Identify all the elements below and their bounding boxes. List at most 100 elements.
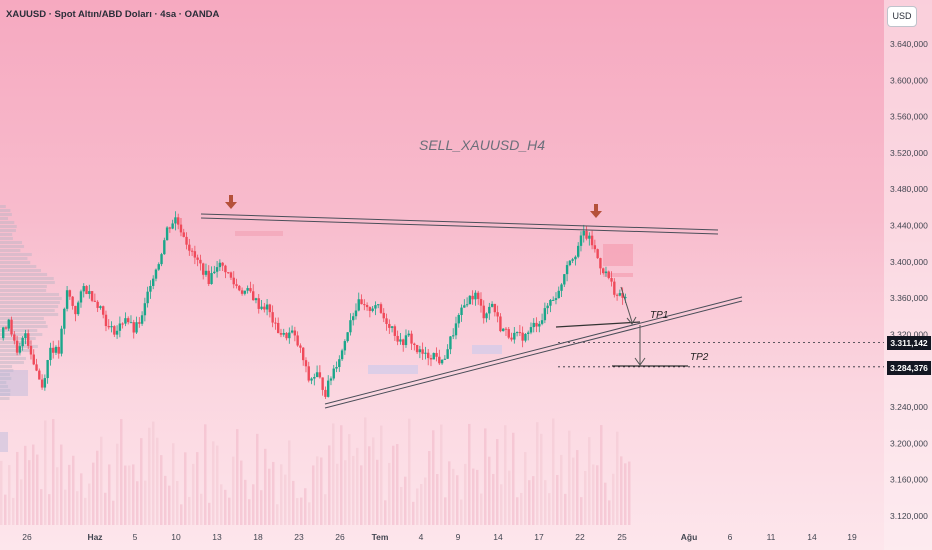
volume-bar bbox=[484, 428, 487, 525]
volume-bar bbox=[200, 493, 203, 525]
volume-bar bbox=[304, 488, 307, 525]
candle-body bbox=[410, 333, 413, 344]
candle-body bbox=[190, 250, 194, 252]
profile-bin bbox=[0, 301, 60, 304]
candle-body bbox=[185, 236, 188, 245]
y-tick-label: 3.520,000 bbox=[890, 148, 928, 158]
candle-body bbox=[196, 257, 199, 260]
volume-bar bbox=[284, 474, 287, 525]
tp1-label: TP1 bbox=[650, 310, 668, 321]
volume-bar bbox=[496, 439, 499, 525]
trendline-drawings[interactable]: TP1 TP2 bbox=[200, 195, 743, 409]
candle-body bbox=[327, 380, 330, 397]
volume-bar bbox=[84, 497, 87, 525]
y-tick-label: 3.200,000 bbox=[890, 438, 928, 448]
candle-body bbox=[96, 301, 99, 308]
candle-body bbox=[10, 319, 13, 335]
price-tag-tp2: 3.284,376 bbox=[887, 361, 931, 375]
candle-body bbox=[60, 328, 63, 354]
candle-body bbox=[407, 333, 410, 336]
candle-body bbox=[232, 277, 235, 285]
candle-body bbox=[127, 318, 130, 323]
candle-body bbox=[477, 292, 480, 299]
volume-bar bbox=[328, 445, 331, 525]
candle-body bbox=[379, 304, 383, 313]
candle-body bbox=[249, 288, 252, 292]
candle-body bbox=[474, 292, 477, 300]
volume-bar bbox=[356, 447, 359, 525]
candle-body bbox=[32, 354, 35, 365]
profile-bin bbox=[0, 373, 10, 376]
profile-bin bbox=[0, 245, 25, 248]
profile-bin bbox=[0, 289, 47, 292]
candle-body bbox=[215, 267, 219, 272]
candle-body bbox=[338, 359, 341, 368]
volume-bar bbox=[388, 462, 391, 525]
volume-bar bbox=[344, 460, 347, 525]
volume-bar bbox=[340, 425, 343, 525]
volume-bar bbox=[0, 460, 3, 525]
candle-body bbox=[443, 358, 447, 360]
currency-button[interactable]: USD bbox=[887, 6, 917, 27]
volume-bar bbox=[296, 498, 299, 525]
volume-bar bbox=[208, 502, 211, 525]
candle-body bbox=[315, 372, 319, 378]
volume-bar bbox=[600, 425, 603, 525]
volume-bar bbox=[120, 419, 123, 525]
volume-bar bbox=[256, 433, 259, 525]
candle-body bbox=[277, 322, 280, 334]
profile-bin bbox=[0, 389, 11, 392]
candle-body bbox=[335, 367, 338, 369]
volume-bar bbox=[572, 457, 575, 525]
candle-body bbox=[543, 308, 547, 321]
profile-bin bbox=[0, 241, 23, 244]
candle-body bbox=[79, 291, 83, 303]
candle-body bbox=[313, 377, 316, 379]
sell-arrow-icon-head bbox=[590, 211, 602, 218]
x-tick-label: 4 bbox=[419, 532, 424, 542]
price-axis[interactable]: 3.640,000 3.600,000 3.560,000 3.520,000 3.48… bbox=[884, 0, 932, 550]
candle-body bbox=[574, 256, 577, 260]
volume-bar bbox=[352, 455, 355, 525]
candle-body bbox=[571, 259, 574, 261]
candle-body bbox=[415, 344, 419, 353]
volume-bar bbox=[516, 497, 519, 525]
sell-arrow-icon-shaft bbox=[594, 204, 598, 212]
candle-body bbox=[296, 335, 299, 346]
candle-body bbox=[532, 322, 535, 328]
volume-bar bbox=[240, 460, 243, 525]
y-tick-label: 3.400,000 bbox=[890, 257, 928, 267]
volume-bar bbox=[436, 474, 439, 525]
volume-bar bbox=[404, 476, 407, 525]
volume-bar bbox=[608, 500, 611, 525]
volume-bar bbox=[192, 463, 195, 525]
candle-body bbox=[140, 315, 144, 324]
volume-bar bbox=[452, 468, 455, 525]
y-tick-label: 3.160,000 bbox=[890, 475, 928, 485]
volume-bar bbox=[592, 464, 595, 525]
volume-bar bbox=[220, 484, 223, 525]
candle-body bbox=[77, 302, 80, 315]
candle-body bbox=[154, 269, 158, 279]
candle-body bbox=[418, 349, 422, 353]
volume-bar bbox=[60, 444, 63, 525]
profile-bin bbox=[0, 209, 11, 212]
candle-body bbox=[182, 232, 185, 237]
volume-bar bbox=[16, 451, 19, 525]
candle-body bbox=[82, 286, 85, 292]
candle-body bbox=[396, 335, 399, 342]
candle-body bbox=[438, 356, 441, 364]
volume-bar bbox=[188, 496, 191, 525]
candle-body bbox=[324, 389, 327, 397]
candle-body bbox=[382, 312, 385, 319]
volume-profile bbox=[0, 205, 62, 452]
volume-bar bbox=[312, 465, 315, 525]
volume-bar bbox=[272, 461, 275, 525]
candlestick-series bbox=[2, 211, 627, 399]
candle-body bbox=[527, 332, 530, 334]
candle-body bbox=[485, 313, 488, 319]
time-axis[interactable]: 26 Haz 5 10 13 18 23 26 Tem 4 9 14 17 22 25 Ağu 6 11 14 19 bbox=[22, 532, 857, 542]
volume-bar bbox=[604, 482, 607, 525]
